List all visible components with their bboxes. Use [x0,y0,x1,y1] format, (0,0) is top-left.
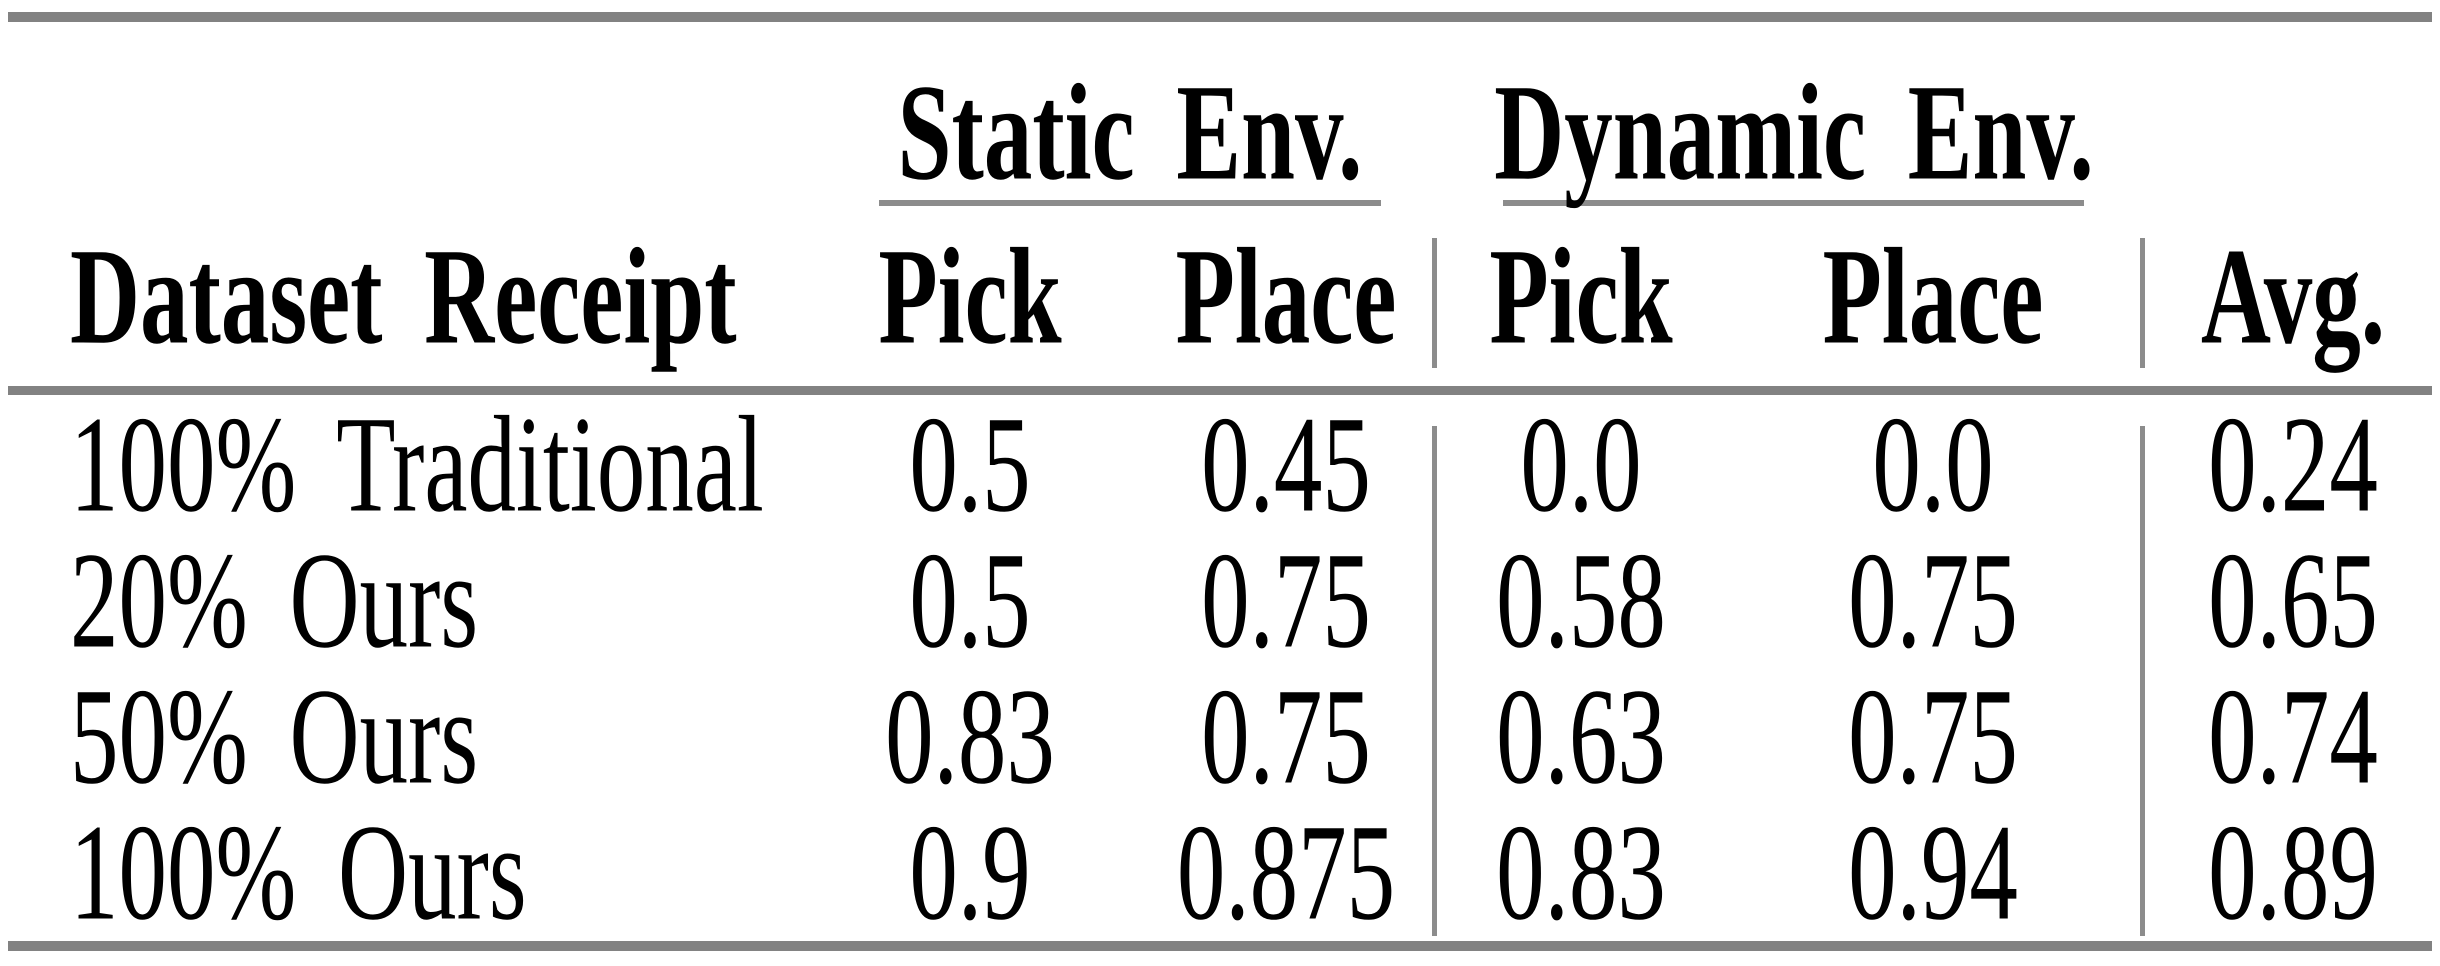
row-label: 50% Ours [70,660,479,813]
cell-dynamic-place: 0.75 [1848,524,2018,677]
column-header-avg: Avg. [2200,220,2386,373]
column-header-static-place: Place [1175,220,1397,373]
cell-dynamic-place: 0.0 [1872,388,1994,541]
cell-dynamic-pick: 0.83 [1496,796,1666,949]
static-env-cmidrule [879,200,1381,206]
cell-static-place: 0.75 [1201,524,1371,677]
column-header-dynamic-pick: Pick [1489,220,1673,373]
group-header-dynamic-env: Dynamic Env. [1494,56,2094,209]
cell-dynamic-place: 0.94 [1848,796,2018,949]
dynamic-env-cmidrule [1503,200,2084,206]
vertical-separator-dynamic-avg-header [2140,238,2145,368]
cell-static-pick: 0.9 [909,796,1031,949]
row-label: 100% Ours [70,796,527,949]
column-header-static-pick: Pick [878,220,1062,373]
cell-static-pick: 0.83 [885,660,1055,813]
mid-rule [8,386,2432,395]
bottom-rule [8,941,2432,951]
cell-dynamic-pick: 0.58 [1496,524,1666,677]
vertical-separator-static-dynamic-body [1432,426,1437,936]
group-header-static-env: Static Env. [897,56,1363,209]
vertical-separator-dynamic-avg-body [2140,426,2145,936]
cell-dynamic-place: 0.75 [1848,660,2018,813]
vertical-separator-static-dynamic-header [1432,238,1437,368]
cell-avg: 0.74 [2208,660,2378,813]
cell-static-place: 0.875 [1176,796,1396,949]
cell-dynamic-pick: 0.63 [1496,660,1666,813]
cell-avg: 0.24 [2208,388,2378,541]
cell-avg: 0.89 [2208,796,2378,949]
cell-static-place: 0.45 [1201,388,1371,541]
cell-static-place: 0.75 [1201,660,1371,813]
column-header-dynamic-place: Place [1822,220,2044,373]
cell-dynamic-pick: 0.0 [1520,388,1642,541]
row-label: 20% Ours [70,524,479,677]
row-label: 100% Traditional [70,388,764,541]
cell-static-pick: 0.5 [909,388,1031,541]
top-rule [8,12,2432,22]
column-header-dataset-receipt: Dataset Receipt [70,220,737,373]
cell-static-pick: 0.5 [909,524,1031,677]
cell-avg: 0.65 [2208,524,2378,677]
